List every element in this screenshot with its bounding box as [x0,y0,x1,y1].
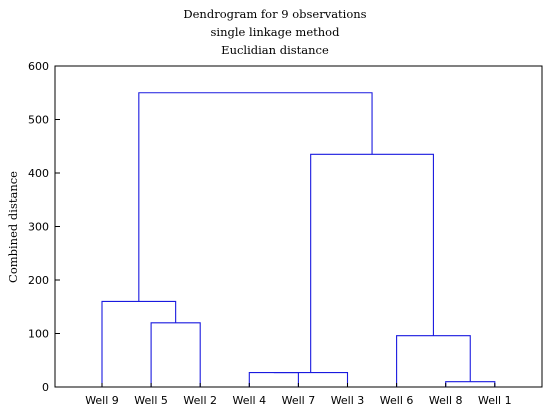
y-tick-label-400: 400 [28,167,49,180]
y-tick-label-200: 200 [28,274,49,287]
y-tick-label-100: 100 [28,328,49,341]
y-tick-label-0: 0 [42,381,49,394]
merge-link-5 [101,300,177,387]
merge-link-6 [273,372,349,387]
merge-link-2 [248,372,299,387]
leaf-label-well-4: Well 4 [232,394,266,407]
leaf-label-well-3: Well 3 [331,394,365,407]
chart-title-line-3: Euclidian distance [221,43,329,57]
leaf-label-well-1: Well 1 [478,394,512,407]
merge-link-1 [445,381,496,387]
y-axis-label: Combined distance [6,171,20,283]
leaf-label-well-8: Well 8 [429,394,463,407]
merge-link-7 [310,153,434,373]
y-tick-label-300: 300 [28,221,49,234]
merge-link-4 [150,322,201,387]
leaf-label-well-2: Well 2 [183,394,217,407]
leaf-label-well-9: Well 9 [85,394,119,407]
leaf-label-well-5: Well 5 [134,394,168,407]
y-axis: 0 100 200 300 400 500 600 [28,60,60,394]
leaf-labels: Well 9 Well 5 Well 2 Well 4 Well 7 Well 3 Well… [85,383,512,407]
y-tick-label-600: 600 [28,60,49,73]
chart-title-line-1: Dendrogram for 9 observations [183,7,366,21]
y-tick-label-500: 500 [28,114,49,127]
dendrogram-links [101,92,496,387]
leaf-label-well-6: Well 6 [380,394,414,407]
leaf-label-well-7: Well 7 [282,394,316,407]
chart-title-line-2: single linkage method [211,25,341,39]
merge-link-8 [138,92,373,302]
plot-frame [54,65,543,388]
merge-link-3 [396,335,471,387]
